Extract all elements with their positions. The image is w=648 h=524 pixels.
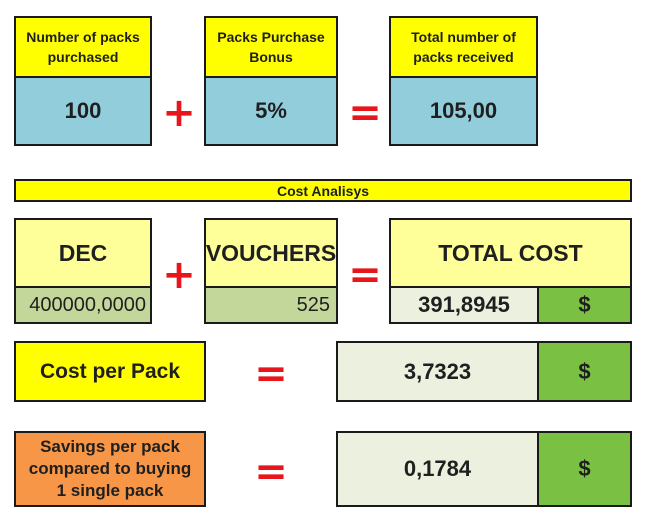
purchase-bonus-label: Packs Purchase Bonus — [204, 16, 338, 78]
purchase-bonus-value[interactable]: 5% — [204, 76, 338, 146]
total-cost-value: 391,8945 — [389, 286, 539, 324]
plus-operator: + — [162, 252, 196, 298]
cost-per-pack-currency: $ — [537, 341, 632, 402]
total-cost-label: TOTAL COST — [389, 218, 632, 288]
equals-operator: = — [254, 351, 288, 397]
dec-value[interactable]: 400000,0000 — [14, 286, 152, 324]
plus-operator: + — [162, 90, 196, 136]
packs-purchased-label: Number of packs purchased — [14, 16, 152, 78]
vouchers-value[interactable]: 525 — [204, 286, 338, 324]
cost-analysis-title: Cost Analisys — [14, 179, 632, 202]
equals-operator: = — [254, 449, 288, 495]
dec-label: DEC — [14, 218, 152, 288]
total-cost-currency: $ — [537, 286, 632, 324]
equals-operator: = — [348, 90, 382, 136]
savings-per-pack-label: Savings per pack compared to buying 1 si… — [14, 431, 206, 507]
packs-purchased-value[interactable]: 100 — [14, 76, 152, 146]
savings-per-pack-value: 0,1784 — [336, 431, 539, 507]
cost-per-pack-label: Cost per Pack — [14, 341, 206, 402]
equals-operator: = — [348, 252, 382, 298]
cost-per-pack-value: 3,7323 — [336, 341, 539, 402]
total-packs-label: Total number of packs received — [389, 16, 538, 78]
savings-per-pack-currency: $ — [537, 431, 632, 507]
vouchers-label: VOUCHERS — [204, 218, 338, 288]
total-packs-value: 105,00 — [389, 76, 538, 146]
